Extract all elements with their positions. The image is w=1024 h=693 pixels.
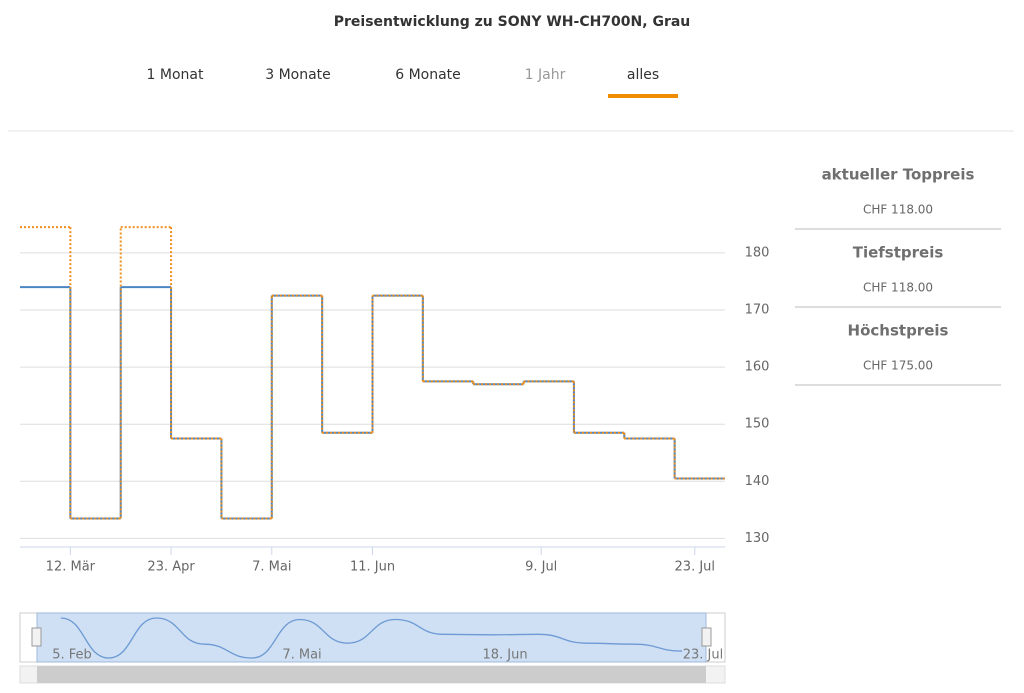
navigator-line — [60, 617, 683, 659]
active-tab-underline — [608, 94, 678, 98]
navigator-label: 5. Feb — [52, 648, 92, 663]
tab[interactable]: 6 Monate — [395, 67, 461, 83]
tab[interactable]: 3 Monate — [265, 67, 331, 83]
summary-value: CHF 175.00 — [863, 359, 933, 373]
chart-title: Preisentwicklung zu SONY WH-CH700N, Grau — [334, 14, 691, 30]
y-tick-label: 180 — [745, 245, 770, 260]
tab[interactable]: 1 Jahr — [525, 67, 566, 83]
navigator-handle[interactable] — [701, 627, 712, 647]
summary-value: CHF 118.00 — [863, 203, 933, 217]
y-tick-label: 160 — [745, 360, 770, 375]
summary-label: aktueller Toppreis — [822, 166, 975, 184]
navigator-handle[interactable] — [31, 627, 42, 647]
x-tick-label: 23. Apr — [147, 560, 195, 575]
y-tick-label: 150 — [745, 417, 770, 432]
tab[interactable]: alles — [627, 67, 659, 83]
x-tick-label: 11. Jun — [350, 560, 395, 575]
y-tick-label: 140 — [745, 474, 770, 489]
y-tick-label: 130 — [745, 531, 770, 546]
x-tick-label: 7. Mai — [252, 560, 291, 575]
x-tick-label: 12. Mär — [46, 560, 96, 575]
navigator-label: 23. Jul — [683, 648, 724, 663]
x-tick-label: 9. Jul — [525, 560, 557, 575]
summary-label: Höchstpreis — [848, 322, 949, 340]
navigator-label: 7. Mai — [282, 648, 321, 663]
tab[interactable]: 1 Monat — [147, 67, 204, 83]
scrollbar-thumb[interactable] — [37, 666, 706, 683]
navigator-selection[interactable] — [36, 612, 707, 663]
navigator-label: 18. Jun — [482, 648, 527, 663]
summary-label: Tiefstpreis — [853, 244, 944, 262]
y-tick-label: 170 — [745, 302, 770, 317]
summary-value: CHF 118.00 — [863, 281, 933, 295]
x-tick-label: 23. Jul — [675, 560, 716, 575]
